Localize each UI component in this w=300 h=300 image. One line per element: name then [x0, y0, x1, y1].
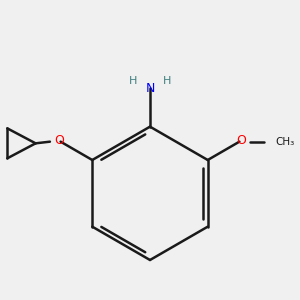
Text: H: H	[163, 76, 172, 86]
Text: N: N	[145, 82, 155, 95]
Text: O: O	[54, 134, 64, 148]
Text: O: O	[236, 134, 246, 148]
Text: H: H	[128, 76, 137, 86]
Text: CH₃: CH₃	[275, 137, 294, 147]
